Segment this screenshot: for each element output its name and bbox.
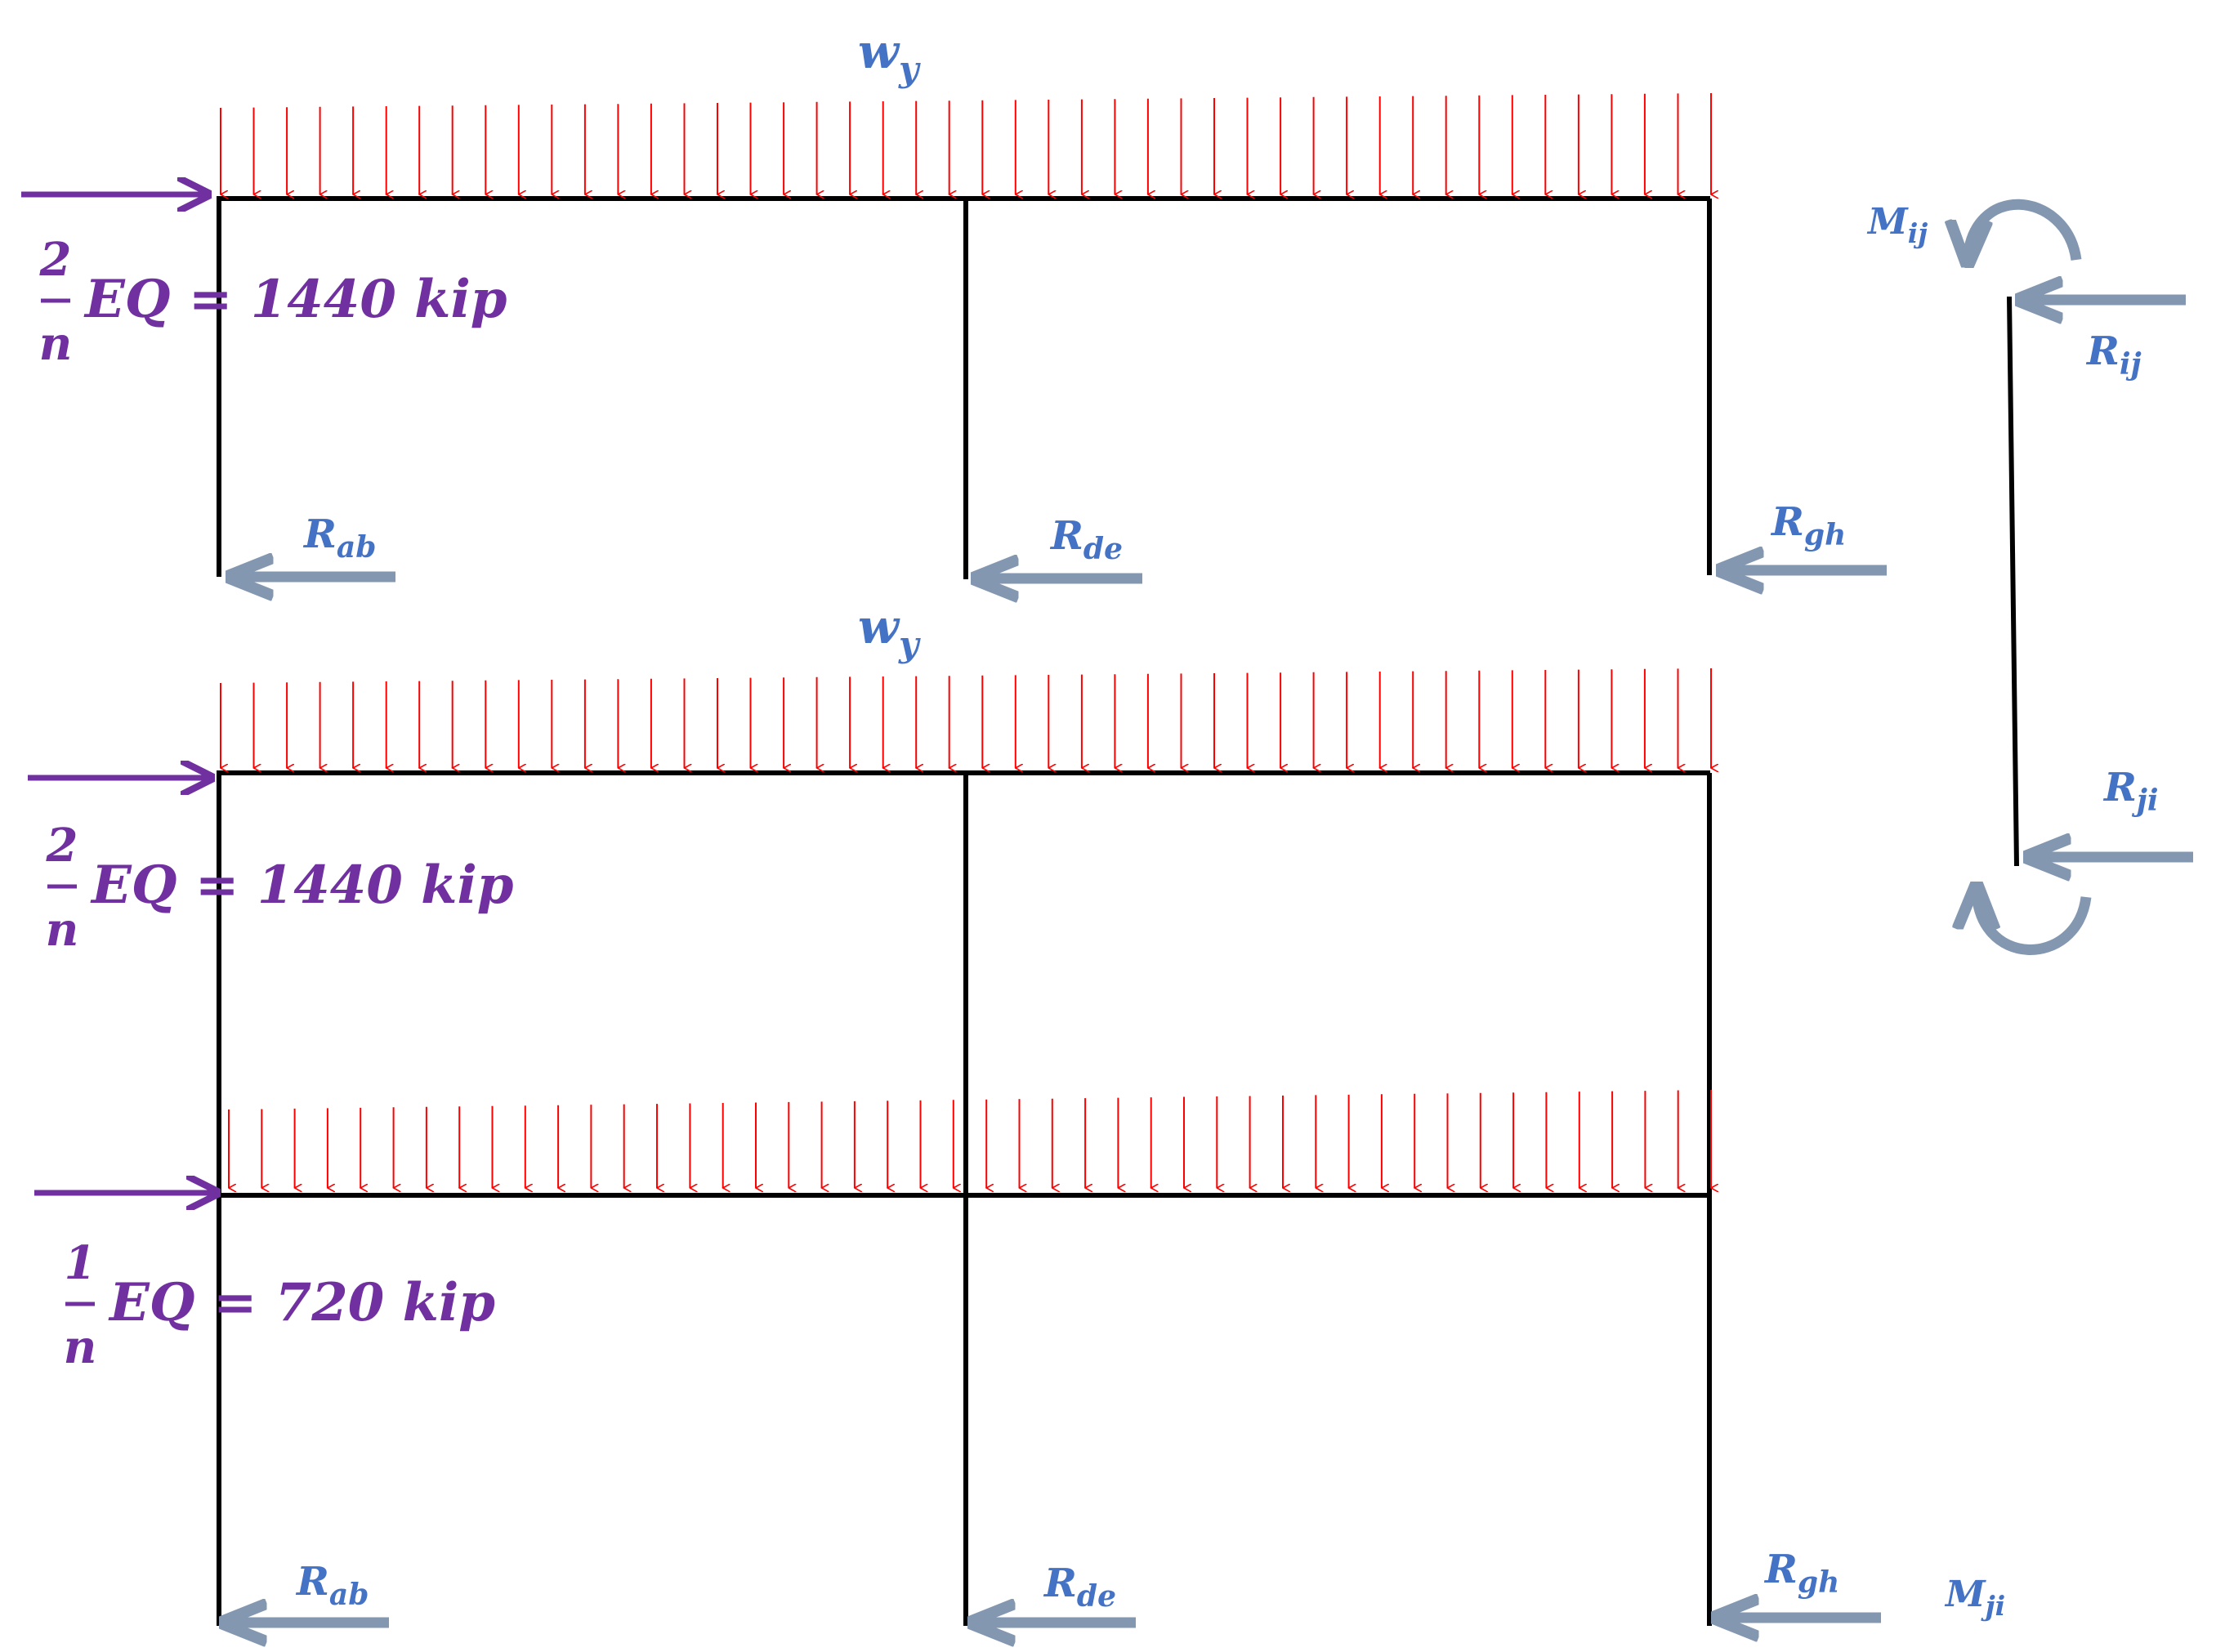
fbd-moment-label-bottom: Mji (1944, 1574, 2005, 1622)
fbd-moment-arrow-bottom (1977, 886, 2092, 955)
fbd-force-label-bottom: Rji (2102, 765, 2159, 818)
fraction-numerator: 2 (46, 819, 78, 873)
distributed-load-upper-floor (220, 668, 1711, 768)
fbd-force-label-top: Rij (2085, 328, 2142, 382)
load-label-top: wy (858, 24, 921, 89)
fraction-numerator: 2 (39, 233, 72, 287)
fbd-moment-label-top: Mij (1866, 201, 1928, 249)
lateral-load-text: EQ = 1440 kip (90, 855, 514, 916)
lateral-load-label-top: 2 n EQ = 1440 kip (39, 233, 507, 371)
reaction-label-top-ab: Rab (302, 511, 376, 565)
fbd-column (2007, 296, 2019, 867)
lateral-load-label-bottom: 1 n EQ = 720 kip (64, 1236, 495, 1374)
lateral-load-text: EQ = 1440 kip (83, 269, 507, 330)
reaction-label-bottom-ab: Rab (295, 1559, 369, 1612)
fraction-numerator: 1 (65, 1236, 96, 1290)
fraction-denominator: n (39, 317, 73, 371)
reaction-label-top-gh: Rgh (1770, 499, 1846, 552)
bottom-frame (217, 770, 1712, 1626)
fraction-denominator: n (46, 903, 79, 957)
distributed-load-lower-floor (228, 1090, 1711, 1188)
lateral-load-text: EQ = 720 kip (108, 1272, 495, 1333)
load-label-middle: wy (858, 599, 921, 664)
lateral-load-label-middle: 2 n EQ = 1440 kip (46, 819, 514, 957)
reaction-label-top-de: Rde (1049, 513, 1123, 566)
top-frame (217, 196, 1712, 579)
reaction-label-bottom-gh: Rgh (1763, 1547, 1839, 1600)
reaction-label-bottom-de: Rde (1043, 1560, 1116, 1614)
distributed-load-top (220, 93, 1711, 194)
fraction-denominator: n (64, 1320, 97, 1374)
fbd-moment-arrow-top (1968, 199, 2082, 263)
